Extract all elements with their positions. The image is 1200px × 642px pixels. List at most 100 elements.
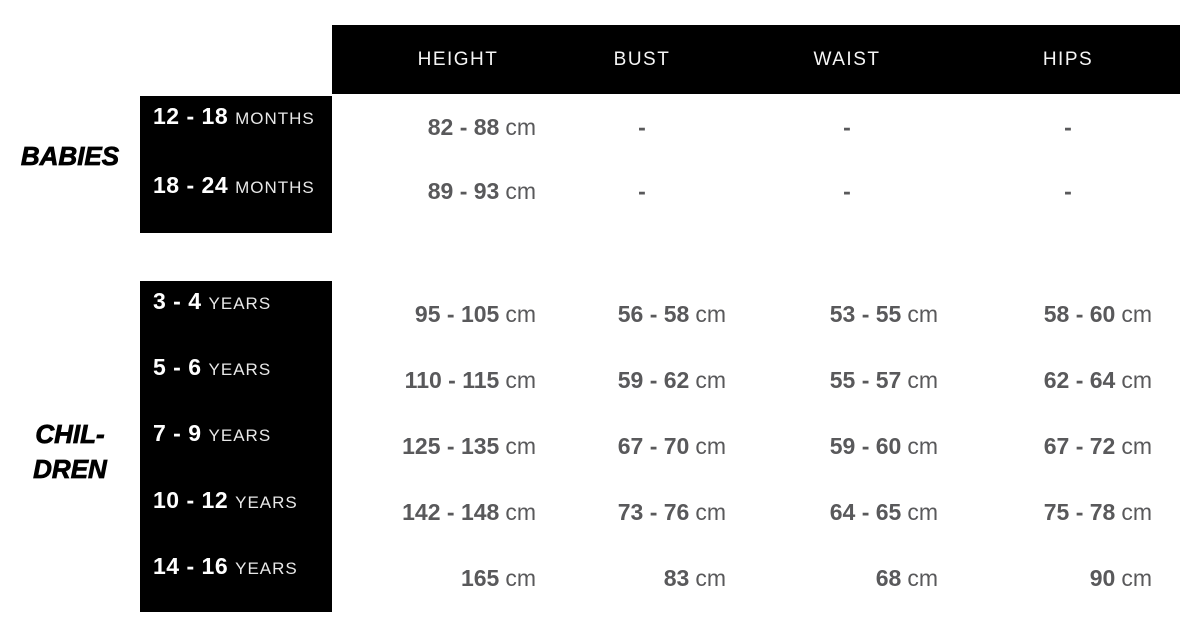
- cell-value: 53 - 55: [829, 301, 902, 327]
- cell-value: 75 - 78: [1043, 499, 1116, 525]
- cell-value: 68: [875, 565, 902, 591]
- cell-unit: cm: [695, 367, 726, 393]
- cell-value: 83: [663, 565, 690, 591]
- cell-value: -: [1064, 178, 1072, 204]
- size-range: 14 - 16: [153, 552, 229, 579]
- size-row-7-9-years: 7 - 9 YEARS: [140, 413, 332, 479]
- table-cell: 58 - 60 cm: [968, 282, 1180, 348]
- size-range: 5 - 6: [153, 354, 202, 381]
- cell-value: 90: [1089, 565, 1116, 591]
- column-header-height: HEIGHT: [417, 49, 499, 70]
- cell-value: -: [1064, 114, 1072, 140]
- table-cell: 53 - 55 cm: [756, 282, 968, 348]
- table-cell: 125 - 135 cm: [332, 414, 544, 480]
- column-header-waist: WAIST: [813, 49, 881, 70]
- cell-unit: cm: [505, 565, 536, 591]
- group-label-line: CHIL-: [35, 419, 105, 450]
- column-header-bust: BUST: [613, 49, 671, 70]
- table-cell: 55 - 57 cm: [756, 348, 968, 414]
- cell-value: 59 - 60: [829, 433, 902, 459]
- cell-value: 73 - 76: [617, 499, 690, 525]
- table-cell: -: [741, 160, 953, 224]
- cell-unit: cm: [505, 301, 536, 327]
- size-unit-word: YEARS: [235, 558, 298, 578]
- size-range: 3 - 4: [153, 288, 202, 314]
- cell-unit: cm: [1121, 367, 1152, 393]
- cell-value: 56 - 58: [617, 301, 690, 327]
- cell-unit: cm: [505, 178, 536, 204]
- table-cell: 56 - 58 cm: [544, 282, 756, 348]
- table-cell: 59 - 60 cm: [756, 414, 968, 480]
- table-cell: 165 cm: [332, 546, 544, 612]
- cell-value: -: [638, 178, 646, 204]
- size-row-5-6-years: 5 - 6 YEARS: [140, 347, 332, 413]
- table-cell: 73 - 76 cm: [544, 480, 756, 546]
- table-cell: 89 - 93 cm: [332, 160, 544, 224]
- cell-unit: cm: [1121, 565, 1152, 591]
- cell-value: -: [638, 114, 646, 140]
- table-cell: 90 cm: [968, 546, 1180, 612]
- size-unit-word: YEARS: [208, 426, 272, 446]
- cell-value: 58 - 60: [1043, 301, 1116, 327]
- cell-value: -: [843, 178, 851, 204]
- size-range: 7 - 9: [153, 420, 202, 447]
- table-cell: -: [536, 160, 748, 224]
- cell-unit: cm: [695, 499, 726, 525]
- children-data-grid: 95 - 105 cm 56 - 58 cm 53 - 55 cm 58 - 60 cm…: [332, 282, 1180, 612]
- table-cell: 95 - 105 cm: [332, 282, 544, 348]
- table-cell: 83 cm: [544, 546, 756, 612]
- cell-value: 67 - 70: [617, 433, 690, 459]
- cell-value: 89 - 93: [427, 178, 500, 204]
- cell-unit: cm: [907, 565, 938, 591]
- table-cell: 67 - 72 cm: [968, 414, 1180, 480]
- cell-unit: cm: [505, 433, 536, 459]
- cell-value: 110 - 115: [404, 367, 500, 393]
- cell-value: 165: [460, 565, 500, 591]
- cell-value: 59 - 62: [617, 367, 690, 393]
- cell-value: 95 - 105: [414, 301, 500, 327]
- table-cell: -: [536, 96, 748, 160]
- group-label-babies: BABIES: [0, 96, 140, 233]
- cell-unit: cm: [907, 433, 938, 459]
- cell-unit: cm: [1121, 433, 1152, 459]
- group-label-line: BABIES: [20, 141, 120, 172]
- table-cell: 62 - 64 cm: [968, 348, 1180, 414]
- size-row-12-18-months: 12 - 18 MONTHS: [140, 96, 332, 165]
- table-cell: 68 cm: [756, 546, 968, 612]
- cell-value: 67 - 72: [1043, 433, 1116, 459]
- cell-value: 55 - 57: [829, 367, 902, 393]
- size-range: 18 - 24: [153, 171, 229, 198]
- size-unit-word: MONTHS: [235, 109, 315, 128]
- cell-unit: cm: [505, 367, 536, 393]
- table-cell: 110 - 115 cm: [332, 348, 544, 414]
- group-label-children: CHIL- DREN: [0, 281, 140, 612]
- cell-value: 62 - 64: [1043, 367, 1116, 393]
- table-cell: 82 - 88 cm: [332, 96, 544, 160]
- size-range: 10 - 12: [153, 486, 229, 513]
- table-cell: -: [962, 160, 1174, 224]
- babies-size-box: 12 - 18 MONTHS 18 - 24 MONTHS: [140, 96, 332, 233]
- size-row-10-12-years: 10 - 12 YEARS: [140, 480, 332, 546]
- size-unit-word: MONTHS: [235, 177, 315, 197]
- size-unit-word: YEARS: [208, 360, 272, 380]
- cell-unit: cm: [695, 301, 726, 327]
- cell-unit: cm: [907, 499, 938, 525]
- table-cell: 75 - 78 cm: [968, 480, 1180, 546]
- cell-unit: cm: [1121, 301, 1152, 327]
- table-header: HEIGHT BUST WAIST HIPS: [332, 25, 1180, 94]
- cell-value: 64 - 65: [829, 499, 902, 525]
- size-unit-word: YEARS: [208, 294, 272, 313]
- cell-unit: cm: [907, 301, 938, 327]
- size-row-18-24-months: 18 - 24 MONTHS: [140, 165, 332, 234]
- size-range: 12 - 18: [153, 103, 229, 129]
- babies-data-grid: 82 - 88 cm - - - 89 - 93 cm - - -: [332, 96, 1180, 224]
- size-row-14-16-years: 14 - 16 YEARS: [140, 546, 332, 612]
- table-cell: 59 - 62 cm: [544, 348, 756, 414]
- table-cell: -: [962, 96, 1174, 160]
- cell-unit: cm: [695, 433, 726, 459]
- cell-unit: cm: [695, 565, 726, 591]
- table-cell: 142 - 148 cm: [332, 480, 544, 546]
- cell-unit: cm: [1121, 499, 1152, 525]
- table-cell: 64 - 65 cm: [756, 480, 968, 546]
- children-size-box: 3 - 4 YEARS 5 - 6 YEARS 7 - 9 YEARS 10 - 12…: [140, 281, 332, 612]
